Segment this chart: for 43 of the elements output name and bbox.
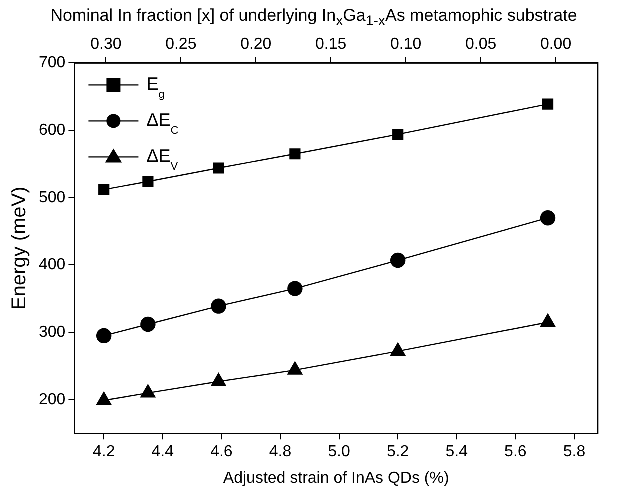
point bbox=[98, 184, 110, 196]
point bbox=[142, 176, 154, 188]
x2-tick-label: 0.10 bbox=[390, 36, 422, 54]
point bbox=[540, 314, 556, 328]
point bbox=[140, 316, 156, 332]
point bbox=[96, 328, 112, 344]
x2-tick-label: 0.25 bbox=[166, 36, 197, 54]
point bbox=[140, 384, 156, 398]
x-tick-label: 5.2 bbox=[386, 444, 410, 461]
point bbox=[288, 281, 303, 296]
x-tick-label: 4.6 bbox=[210, 444, 233, 461]
y-tick-label: 600 bbox=[38, 122, 66, 139]
x-tick-label: 4.8 bbox=[269, 444, 292, 461]
x-tick-label: 4.2 bbox=[92, 444, 116, 461]
x-axis-title: Adjusted strain of InAs QDs (%) bbox=[223, 470, 450, 487]
point bbox=[213, 162, 224, 174]
y-axis-title: Energy (meV) bbox=[8, 186, 31, 310]
point bbox=[390, 252, 406, 268]
x-tick-label: 4.4 bbox=[152, 444, 174, 461]
point bbox=[540, 210, 556, 226]
point bbox=[96, 392, 112, 406]
x-tick-label: 5.6 bbox=[504, 444, 527, 461]
x-tick-label: 5.0 bbox=[328, 444, 351, 461]
point bbox=[542, 98, 554, 110]
point bbox=[211, 298, 226, 314]
x-tick-label: 5.4 bbox=[446, 444, 468, 461]
y-tick-label: 500 bbox=[38, 189, 66, 206]
y-tick-label: 300 bbox=[38, 324, 66, 341]
y-tick-label: 200 bbox=[38, 391, 66, 408]
x2-axis-title: Nominal In fraction [x] of underlying In$_{x}$Ga$_{1-x}$As metamophic substrate bbox=[50, 5, 578, 32]
y-tick-label: 700 bbox=[38, 54, 66, 72]
x2-tick-label: 0.30 bbox=[90, 36, 122, 54]
y-tick-label: 400 bbox=[38, 256, 66, 274]
x2-tick-label: 0.05 bbox=[465, 36, 497, 54]
point bbox=[392, 129, 404, 140]
point bbox=[288, 362, 303, 375]
x2-tick-label: 0.15 bbox=[316, 36, 347, 54]
x2-tick-label: 0.00 bbox=[540, 36, 572, 54]
point bbox=[290, 148, 301, 160]
point bbox=[390, 342, 406, 356]
x2-tick-label: 0.20 bbox=[240, 36, 272, 54]
x-tick-label: 5.8 bbox=[563, 444, 586, 461]
point bbox=[211, 373, 226, 386]
